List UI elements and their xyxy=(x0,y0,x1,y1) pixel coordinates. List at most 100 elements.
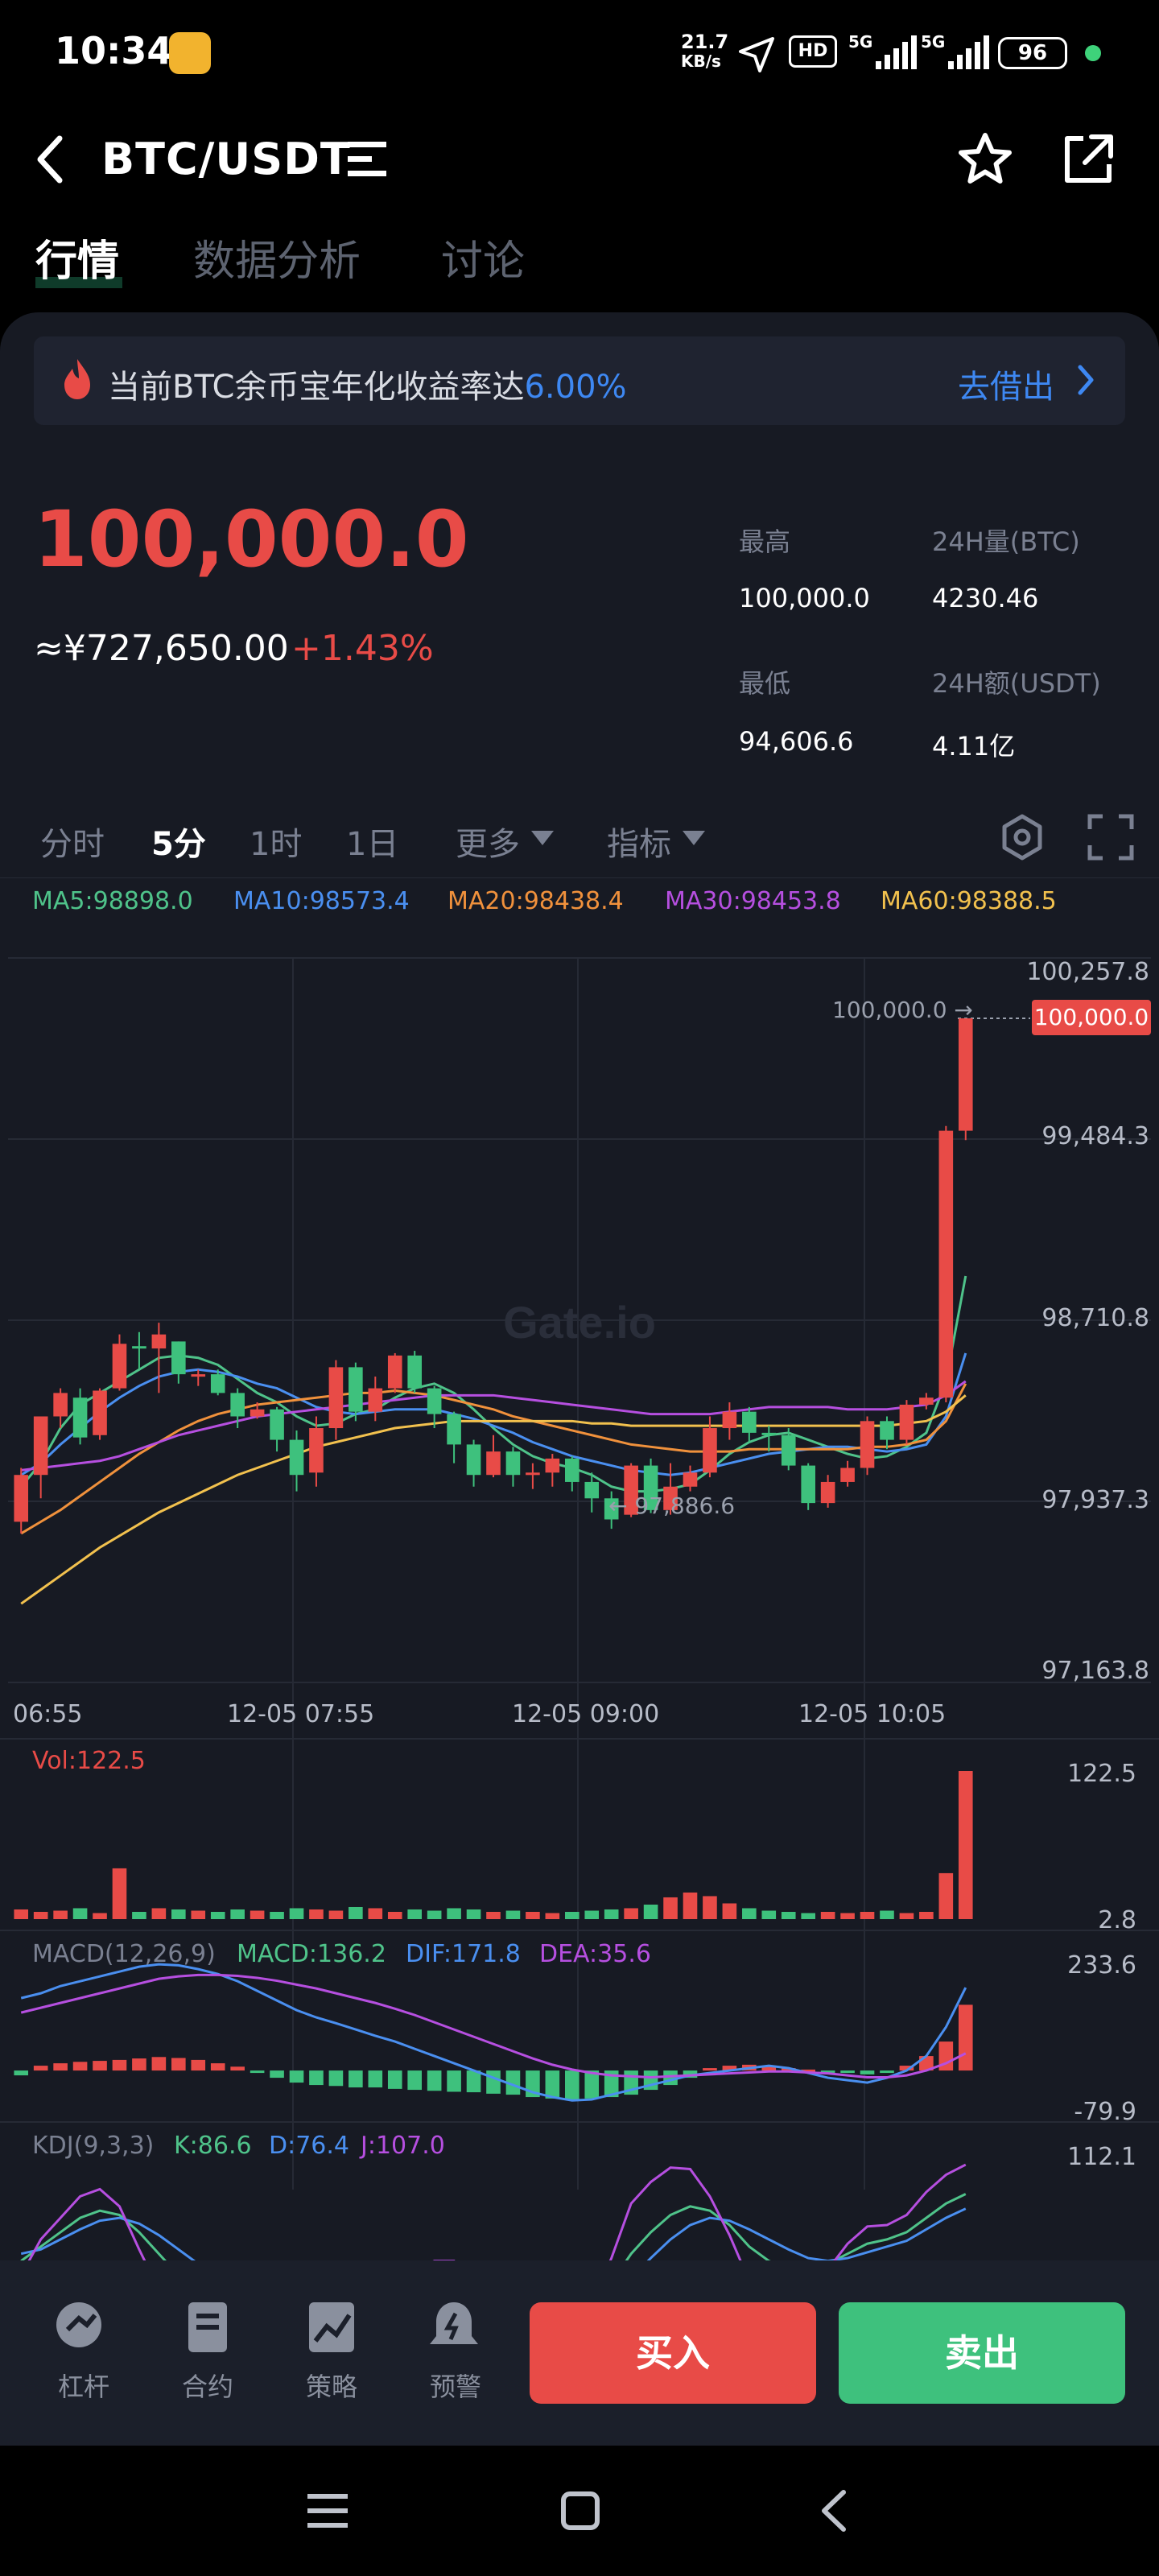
candle-8 xyxy=(171,1341,186,1384)
candle-body-11 xyxy=(230,1393,245,1417)
candle-body-29 xyxy=(584,1481,600,1499)
pair-title[interactable]: BTC/USDT xyxy=(101,134,351,184)
volume-bar-15 xyxy=(309,1909,324,1919)
flame-icon xyxy=(64,359,90,399)
buy-button[interactable]: 买入 xyxy=(530,2302,816,2404)
volume-bar-31 xyxy=(624,1908,638,1919)
vol-btc-label: 24H量(BTC) xyxy=(932,526,1080,557)
promo-banner[interactable] xyxy=(34,336,1125,425)
share-icon[interactable] xyxy=(1059,130,1117,188)
candle-6 xyxy=(132,1331,146,1370)
interval-5m[interactable]: 5分 xyxy=(151,826,206,863)
banner-link[interactable]: 去借出 xyxy=(958,369,1054,406)
volume-label: Vol:122.5 xyxy=(32,1747,146,1775)
volume-bar-41 xyxy=(820,1911,835,1919)
settings-hexagon-icon[interactable] xyxy=(998,813,1046,861)
volume-bar-20 xyxy=(407,1909,423,1919)
chevron-left-icon[interactable] xyxy=(32,134,68,185)
contract-icon[interactable] xyxy=(177,2297,238,2362)
leverage-icon[interactable] xyxy=(52,2297,116,2362)
candle-35 xyxy=(703,1416,717,1478)
chevron-right-icon[interactable] xyxy=(1075,364,1096,396)
macd-bar-14 xyxy=(289,2070,304,2083)
candle-body-13 xyxy=(270,1409,284,1440)
volume-bar-5 xyxy=(112,1868,127,1919)
tab-data-analysis[interactable]: 数据分析 xyxy=(193,237,361,286)
candle-body-45 xyxy=(899,1404,914,1440)
volume-bar-46 xyxy=(919,1911,934,1919)
interval-timeshare[interactable]: 分时 xyxy=(40,826,105,863)
macd-bar-44 xyxy=(880,2070,894,2074)
candle-body-20 xyxy=(407,1355,423,1389)
fullscreen-icon[interactable] xyxy=(1087,813,1135,861)
kline-chart[interactable]: Gate.io xyxy=(0,877,1159,2260)
volume-bar-34 xyxy=(683,1892,698,1919)
candle-body-33 xyxy=(663,1486,678,1510)
volume-bar-8 xyxy=(171,1909,186,1919)
sell-button[interactable]: 卖出 xyxy=(839,2302,1125,2404)
dif-value: DIF:171.8 xyxy=(406,1940,521,1968)
home-icon[interactable] xyxy=(559,2489,602,2533)
star-icon[interactable] xyxy=(956,130,1014,188)
ma5-legend: MA5:98898.0 xyxy=(32,887,193,915)
contract-label[interactable]: 合约 xyxy=(181,2372,233,2402)
candle-4 xyxy=(93,1388,107,1440)
macd-bar-29 xyxy=(584,2070,600,2099)
macd-bar-19 xyxy=(387,2070,402,2089)
volume-bar-25 xyxy=(505,1910,521,1919)
interval-1h[interactable]: 1时 xyxy=(250,826,303,863)
list-icon[interactable] xyxy=(348,142,388,177)
candle-10 xyxy=(210,1369,225,1396)
macd-bar-40 xyxy=(801,2069,815,2072)
net-speed-unit: KB/s xyxy=(681,52,721,71)
candle-24 xyxy=(486,1435,501,1478)
macd-bar-27 xyxy=(545,2070,560,2099)
tab-market[interactable]: 行情 xyxy=(35,237,120,286)
volume-bar-2 xyxy=(53,1910,68,1919)
macd-bar-17 xyxy=(349,2070,363,2088)
candle-body-36 xyxy=(722,1411,737,1429)
macd-bar-42 xyxy=(840,2070,855,2074)
y-tick-0: 100,257.8 xyxy=(1026,958,1149,986)
macd-bar-5 xyxy=(112,2059,127,2071)
vol-btc-value: 4230.46 xyxy=(932,583,1039,613)
volume-bar-1 xyxy=(33,1911,48,1919)
interval-1d[interactable]: 1日 xyxy=(346,826,399,863)
macd-bar-11 xyxy=(230,2066,245,2071)
volume-bar-33 xyxy=(663,1897,678,1919)
volume-bar-26 xyxy=(526,1911,540,1919)
candle-23 xyxy=(466,1439,481,1487)
strategy-icon[interactable] xyxy=(301,2297,362,2362)
dea-value: DEA:35.6 xyxy=(539,1940,651,1968)
macd-bar-22 xyxy=(447,2070,461,2092)
tab-discussion[interactable]: 讨论 xyxy=(441,237,526,286)
macd-bar-0 xyxy=(14,2070,29,2076)
y-tick-3: 97,937.3 xyxy=(1041,1486,1149,1514)
caret-down-icon-2[interactable] xyxy=(681,829,707,847)
interval-indicators[interactable]: 指标 xyxy=(607,826,671,863)
candle-body-2 xyxy=(53,1393,68,1417)
x-tick-3: 12-05 10:05 xyxy=(798,1700,947,1728)
alert-icon[interactable] xyxy=(423,2297,485,2362)
volume-bar-45 xyxy=(899,1913,914,1919)
candle-15 xyxy=(309,1416,324,1487)
status-dot xyxy=(1085,45,1101,61)
hd-badge: HD xyxy=(789,35,837,68)
interval-more[interactable]: 更多 xyxy=(456,826,520,863)
candle-3 xyxy=(72,1388,88,1445)
macd-bar-6 xyxy=(132,2058,146,2071)
ma20-legend: MA20:98438.4 xyxy=(448,887,624,915)
ma60-legend: MA60:98388.5 xyxy=(881,887,1057,915)
candle-body-31 xyxy=(624,1465,638,1515)
candle-body-32 xyxy=(643,1465,658,1510)
market-panel xyxy=(0,312,1159,2260)
leverage-label[interactable]: 杠杆 xyxy=(57,2372,109,2402)
caret-down-icon[interactable] xyxy=(530,829,555,847)
low-label: 最低 xyxy=(739,668,791,699)
strategy-label[interactable]: 策略 xyxy=(305,2372,357,2402)
back-icon[interactable] xyxy=(813,2489,856,2533)
signal-2-icon xyxy=(948,35,989,69)
high-label: 最高 xyxy=(739,526,791,557)
alert-label[interactable]: 预警 xyxy=(429,2372,481,2402)
menu-icon[interactable] xyxy=(306,2489,349,2533)
